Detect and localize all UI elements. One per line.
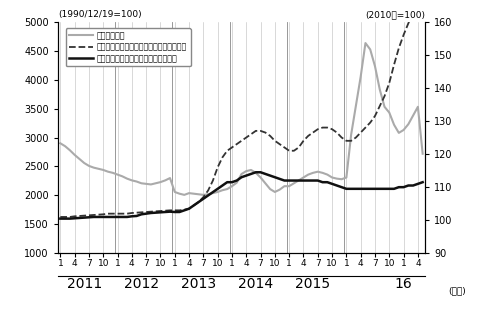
新筑商品住宅価格指数：一線都市（右軸） [205, 188, 211, 192]
新筑商品住宅価格指数：全国（右軸） [177, 210, 183, 214]
新筑商品住宅価格指数：一線都市（右軸） [129, 211, 135, 215]
新筑商品住宅価格指数：全国（右軸） [420, 180, 426, 184]
新筑商品住宅価格指数：全国（右軸） [182, 209, 187, 212]
新筑商品住宅価格指数：全国（右軸） [215, 187, 221, 191]
新筑商品住宅価格指数：一線都市（右軸） [420, 0, 426, 4]
上海総合指数 [262, 181, 268, 185]
上海総合指数 [182, 193, 187, 197]
上海総合指数 [210, 191, 216, 195]
Text: (年月): (年月) [448, 286, 466, 295]
Line: 新筑商品住宅価格指数：全国（右軸）: 新筑商品住宅価格指数：全国（右軸） [60, 172, 423, 218]
Line: 上海総合指数: 上海総合指数 [60, 43, 423, 195]
新筑商品住宅価格指数：全国（右軸） [129, 214, 135, 218]
新筑商品住宅価格指数：全国（右軸） [262, 172, 268, 176]
上海総合指数 [186, 191, 192, 195]
新筑商品住宅価格指数：一線都市（右軸） [215, 165, 221, 169]
新筑商品住宅価格指数：一線都市（右軸） [57, 215, 63, 219]
上海総合指数 [220, 188, 226, 192]
上海総合指数 [57, 142, 63, 145]
新筑商品住宅価格指数：全国（右軸） [205, 193, 211, 197]
上海総合指数 [420, 152, 426, 155]
新筑商品住宅価格指数：全国（右軸） [57, 217, 63, 220]
上海総合指数 [177, 192, 183, 196]
上海総合指数 [129, 179, 135, 182]
上海総合指数 [363, 41, 369, 45]
Legend: 上海総合指数, 新筑商品住宅価格指数：一線都市（右軸）, 新筑商品住宅価格指数：全国（右軸）: 上海総合指数, 新筑商品住宅価格指数：一線都市（右軸）, 新筑商品住宅価格指数：… [66, 28, 191, 66]
Text: (2010年=100): (2010年=100) [365, 10, 425, 19]
新筑商品住宅価格指数：一線都市（右軸） [257, 129, 263, 133]
Line: 新筑商品住宅価格指数：一線都市（右軸）: 新筑商品住宅価格指数：一線都市（右軸） [60, 2, 423, 217]
新筑商品住宅価格指数：全国（右軸） [253, 170, 259, 174]
Text: (1990/12/19=100): (1990/12/19=100) [58, 10, 142, 19]
新筑商品住宅価格指数：一線都市（右軸） [177, 209, 183, 212]
新筑商品住宅価格指数：一線都市（右軸） [182, 208, 187, 212]
